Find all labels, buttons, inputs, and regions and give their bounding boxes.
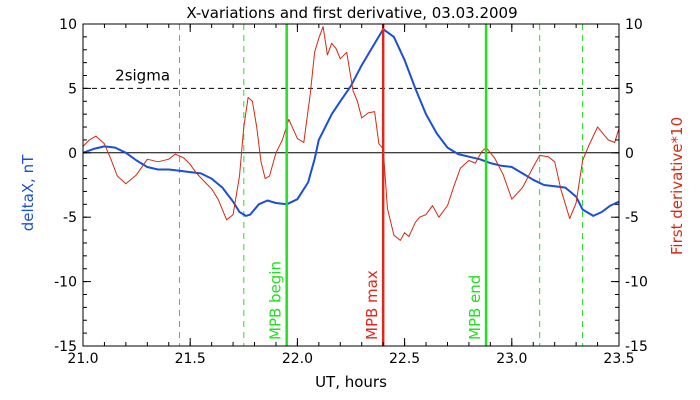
y-tick-label-right-0: -15 [625,339,648,355]
axes: 21.0 21.5 22.0 22.5 23.0 23.5-15 -15-10 -10-5 -5… [54,17,648,367]
marker-label-2: MPB end [466,275,484,340]
y-tick-label-left-2: -5 [63,210,77,226]
sigma-label: 2sigma [115,66,170,84]
y-tick-label-right-2: -5 [625,210,639,226]
x-tick-label-5: 23.5 [603,351,634,367]
marker-label-1: MPB max [363,270,381,340]
x-tick-label-0: 21.0 [67,351,98,367]
x-tick-label-4: 23.0 [496,351,527,367]
y-tick-label-right-5: 10 [625,17,643,33]
y-axis-title-left: deltaX, nT [19,154,37,231]
y-tick-label-left-0: -15 [54,339,77,355]
derivative-series-line [82,26,620,241]
y-tick-label-right-4: 5 [625,81,634,97]
x-tick-label-3: 22.5 [389,351,420,367]
y-tick-label-right-1: -10 [625,275,648,291]
x-axis-title: UT, hours [315,373,387,391]
x-tick-label-1: 21.5 [175,351,206,367]
y-tick-label-left-4: 5 [68,81,77,97]
y-tick-label-left-5: 10 [59,17,77,33]
plot-frame [82,23,620,347]
plot-area: 2sigma MPB begin MPB max MPB end [82,24,620,346]
y-axis-title-right: First derivative*10 [668,117,686,255]
x-tick-label-2: 22.0 [282,351,313,367]
marker-label-0: MPB begin [267,261,285,340]
y-tick-label-right-3: 0 [625,146,634,162]
deltax-series-line [82,28,620,217]
y-tick-label-left-3: 0 [68,146,77,162]
chart-title: X-variations and first derivative, 03.03… [186,4,517,22]
y-tick-label-left-1: -10 [54,275,77,291]
